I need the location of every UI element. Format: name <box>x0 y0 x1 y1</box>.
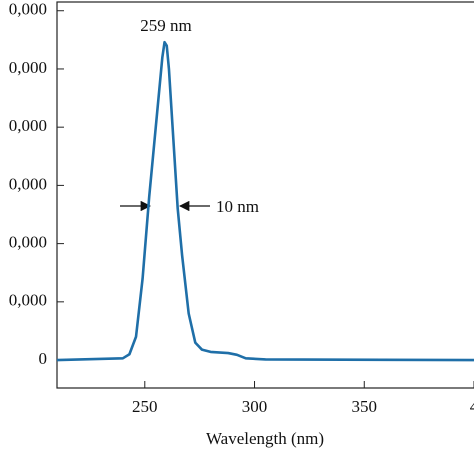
y-tick-label: 0,000 <box>9 291 47 310</box>
y-tick-label: 0 <box>39 349 48 368</box>
data-line <box>56 40 474 362</box>
peak-annotation: 259 nm <box>140 16 191 35</box>
x-tick-label: 250 <box>132 397 158 416</box>
x-tick-label: 350 <box>352 397 378 416</box>
plot-frame <box>56 1 474 389</box>
x-tick-label: 4 <box>470 397 474 416</box>
y-tick-label: 0,000 <box>9 116 47 135</box>
y-tick-label: 0,000 <box>9 174 47 193</box>
x-tick-label: 300 <box>242 397 268 416</box>
x-axis-label: Wavelength (nm) <box>206 429 324 448</box>
y-tick-label: 0,000 <box>9 0 47 19</box>
y-tick-label: 0,000 <box>9 233 47 252</box>
width-annotation: 10 nm <box>216 197 259 216</box>
y-tick-label: 0,000 <box>9 58 47 77</box>
